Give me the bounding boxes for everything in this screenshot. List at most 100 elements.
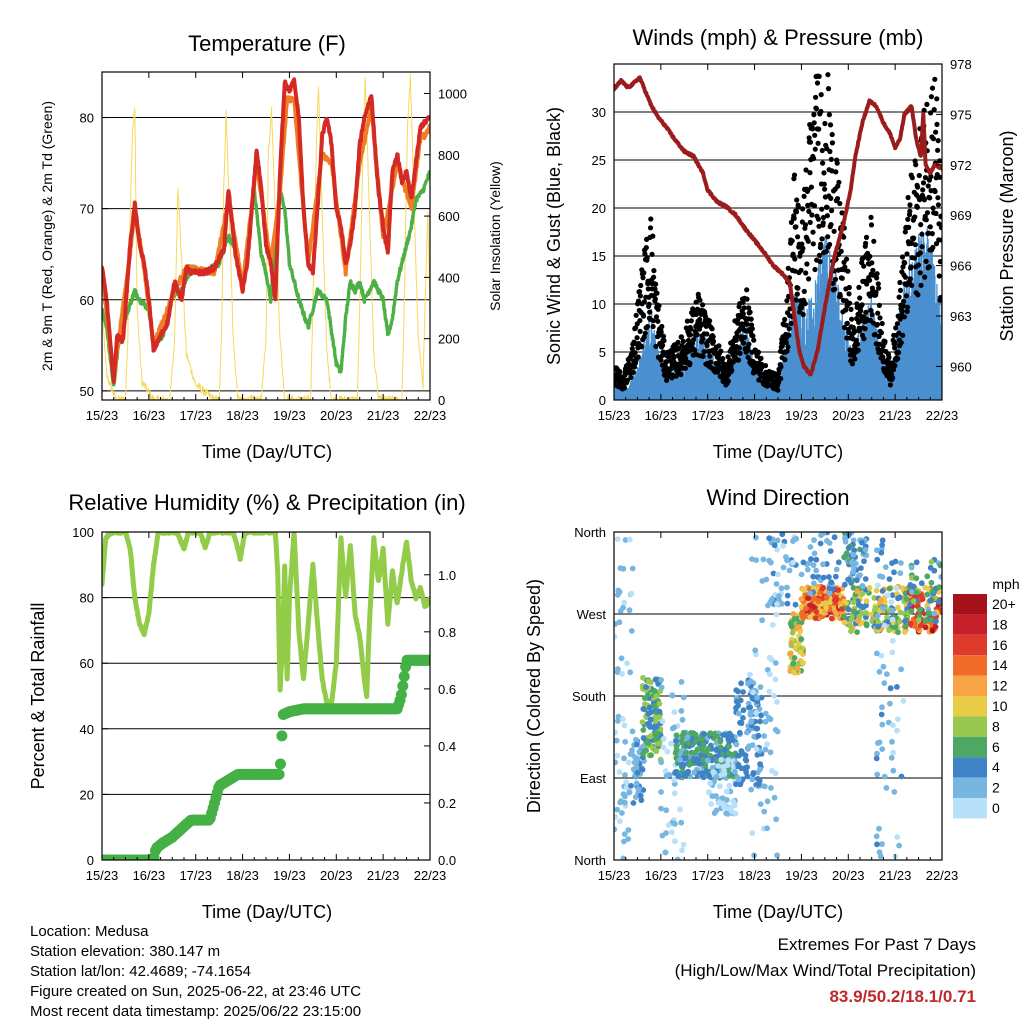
y-tick-label: 5: [599, 345, 606, 360]
y-tick-label: West: [577, 607, 607, 622]
x-axis-label: Time (Day/UTC): [202, 442, 332, 462]
x-tick-label: 22/23: [926, 868, 959, 883]
temperature-panel: 15/23 16/23 17/23 18/23 19/23 20/23 21/23 22/23…: [39, 31, 503, 462]
x-tick-label: 22/23: [926, 408, 959, 423]
legend-swatch: [953, 716, 987, 737]
chart-title: Temperature (F): [188, 31, 346, 56]
y-tick-label: 50: [80, 384, 94, 399]
y2-tick-label: 400: [438, 270, 460, 285]
legend-swatch: [953, 736, 987, 758]
series-wind: [614, 226, 942, 400]
station-latlon: Station lat/lon: 42.4689; -74.1654: [30, 963, 252, 980]
plot-content: [102, 532, 430, 860]
series-solar: [102, 73, 430, 400]
y2-axis-label: Station Pressure (Maroon): [997, 130, 1017, 341]
y-tick-label: 20: [592, 201, 606, 216]
legend-label: 4: [992, 759, 1000, 775]
x-tick-label: 17/23: [179, 408, 212, 423]
y2-tick-label: 200: [438, 332, 460, 347]
y2-tick-label: 969: [950, 208, 972, 223]
y-tick-label: 25: [592, 153, 606, 168]
wind-speed-legend: mph 20+ 18 16 14 12 10 8 6 4 2 0: [953, 576, 1020, 819]
plot-content: [614, 532, 942, 860]
legend-swatch: [953, 655, 987, 676]
legend-swatch: [953, 614, 987, 635]
y-tick-label: 0: [87, 853, 94, 868]
legend-label: 0: [992, 800, 1000, 816]
y-tick-label: 100: [72, 525, 94, 540]
x-tick-label: 19/23: [273, 868, 306, 883]
y2-tick-label: 975: [950, 107, 972, 122]
y-tick-label: 80: [80, 111, 94, 126]
x-tick-label: 18/23: [738, 408, 771, 423]
x-tick-label: 15/23: [86, 868, 119, 883]
x-tick-label: 19/23: [785, 408, 818, 423]
y2-tick-label: 960: [950, 359, 972, 374]
y2-axis-label: Solar Insolation (Yellow): [487, 161, 503, 311]
x-tick-label: 17/23: [691, 868, 724, 883]
x-tick-label: 19/23: [785, 868, 818, 883]
y-tick-label: 80: [80, 591, 94, 606]
y2-tick-label: 1000: [438, 86, 467, 101]
legend-swatch: [953, 757, 987, 778]
winds-pressure-panel: 15/23 16/23 17/23 18/23 19/23 20/23 21/23 22/23…: [544, 25, 1017, 462]
extremes-subtitle: (High/Low/Max Wind/Total Precipitation): [674, 961, 976, 980]
y-tick-label: 10: [592, 297, 606, 312]
x-tick-label: 18/23: [226, 868, 259, 883]
x-tick-label: 21/23: [367, 408, 400, 423]
y-tick-label: East: [580, 771, 606, 786]
x-tick-label: 16/23: [133, 868, 166, 883]
y2-tick-label: 0.4: [438, 739, 456, 754]
y-tick-label: 15: [592, 249, 606, 264]
y2-tick-label: 1.0: [438, 568, 456, 583]
plot-area: [614, 64, 942, 400]
x-tick-label: 20/23: [320, 868, 353, 883]
plot-content: [102, 73, 430, 400]
chart-title: Wind Direction: [706, 485, 849, 510]
x-tick-label: 21/23: [367, 868, 400, 883]
y-axis-label: Percent & Total Rainfall: [28, 603, 48, 790]
x-tick-label: 16/23: [133, 408, 166, 423]
y-tick-label: 0: [599, 393, 606, 408]
y-tick-label: 20: [80, 787, 94, 802]
y2-tick-label: 963: [950, 309, 972, 324]
chart-title: Winds (mph) & Pressure (mb): [633, 25, 924, 50]
x-tick-label: 20/23: [832, 868, 865, 883]
y2-tick-label: 600: [438, 209, 460, 224]
y2-tick-label: 978: [950, 57, 972, 72]
y-tick-label: 60: [80, 656, 94, 671]
y-axis-label: Direction (Colored By Speed): [524, 579, 544, 813]
legend-swatch: [953, 634, 987, 656]
y2-tick-label: 0.0: [438, 853, 456, 868]
x-tick-label: 17/23: [691, 408, 724, 423]
legend-label: 20+: [992, 596, 1016, 612]
x-tick-label: 19/23: [273, 408, 306, 423]
y-axis-label: Sonic Wind & Gust (Blue, Black): [544, 107, 564, 365]
y2-tick-label: 0.8: [438, 625, 456, 640]
series-rh: [102, 532, 430, 707]
x-tick-label: 18/23: [226, 408, 259, 423]
y-tick-label: South: [572, 689, 606, 704]
legend-label: 12: [992, 678, 1008, 694]
x-tick-label: 20/23: [320, 408, 353, 423]
x-tick-label: 22/23: [414, 408, 447, 423]
y2-tick-label: 0.2: [438, 796, 456, 811]
extremes-box: Extremes For Past 7 Days (High/Low/Max W…: [675, 932, 976, 1010]
legend-swatch: [953, 777, 987, 798]
chart-title: Relative Humidity (%) & Precipitation (i…: [68, 490, 465, 515]
extremes-values: 83.9/50.2/18.1/0.71: [829, 987, 976, 1006]
x-axis-label: Time (Day/UTC): [202, 902, 332, 922]
legend-label: 18: [992, 616, 1008, 632]
series-wind-direction: [614, 532, 942, 860]
plot-content: [614, 64, 942, 400]
x-axis-label: Time (Day/UTC): [713, 442, 843, 462]
legend-label: 10: [992, 698, 1008, 714]
y-tick-label: 30: [592, 105, 606, 120]
x-tick-label: 21/23: [879, 408, 912, 423]
x-tick-label: 16/23: [645, 408, 678, 423]
y2-tick-label: 0.6: [438, 682, 456, 697]
x-tick-label: 16/23: [645, 868, 678, 883]
y2-tick-label: 966: [950, 259, 972, 274]
humidity-precip-panel: 15/23 16/23 17/23 18/23 19/23 20/23 21/23 22/23…: [28, 490, 466, 922]
